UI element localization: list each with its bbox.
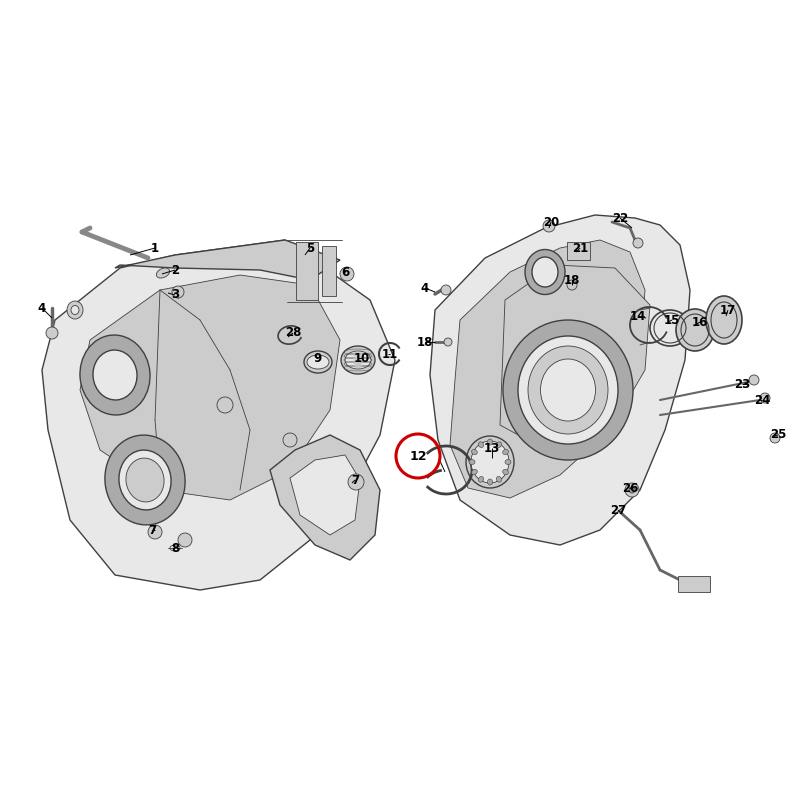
Ellipse shape xyxy=(471,441,509,483)
Ellipse shape xyxy=(345,351,371,369)
Ellipse shape xyxy=(156,268,170,278)
Ellipse shape xyxy=(496,477,502,482)
Text: 28: 28 xyxy=(285,326,301,339)
Ellipse shape xyxy=(528,346,608,434)
Text: 11: 11 xyxy=(382,347,398,361)
Text: 13: 13 xyxy=(484,442,500,454)
Circle shape xyxy=(441,285,451,295)
Text: 25: 25 xyxy=(770,429,786,442)
Text: 15: 15 xyxy=(664,314,680,326)
Text: 3: 3 xyxy=(171,289,179,302)
Ellipse shape xyxy=(487,439,493,445)
Ellipse shape xyxy=(466,436,514,488)
Circle shape xyxy=(283,433,297,447)
Ellipse shape xyxy=(105,435,185,525)
Ellipse shape xyxy=(532,257,558,287)
Text: 18: 18 xyxy=(417,335,433,349)
Ellipse shape xyxy=(341,346,375,374)
Circle shape xyxy=(543,220,555,232)
Text: 9: 9 xyxy=(314,351,322,365)
Polygon shape xyxy=(115,240,340,280)
Polygon shape xyxy=(500,265,650,455)
Ellipse shape xyxy=(119,450,171,510)
Text: 20: 20 xyxy=(543,215,559,229)
Text: 5: 5 xyxy=(306,242,314,254)
Circle shape xyxy=(217,397,233,413)
Ellipse shape xyxy=(706,296,742,344)
Ellipse shape xyxy=(307,355,329,369)
Text: 7: 7 xyxy=(351,474,359,486)
Polygon shape xyxy=(42,240,395,590)
Polygon shape xyxy=(678,576,710,592)
Circle shape xyxy=(444,338,452,346)
Ellipse shape xyxy=(126,458,164,502)
Text: 26: 26 xyxy=(622,482,638,494)
Ellipse shape xyxy=(676,309,714,351)
Ellipse shape xyxy=(518,336,618,444)
Ellipse shape xyxy=(80,335,150,415)
Ellipse shape xyxy=(503,320,633,460)
Text: 27: 27 xyxy=(610,503,626,517)
Text: 8: 8 xyxy=(171,542,179,554)
Polygon shape xyxy=(290,455,360,535)
Text: 24: 24 xyxy=(754,394,770,406)
Text: 22: 22 xyxy=(612,211,628,225)
Text: 14: 14 xyxy=(630,310,646,322)
Ellipse shape xyxy=(304,351,332,373)
Ellipse shape xyxy=(471,450,478,454)
Circle shape xyxy=(567,280,577,290)
Polygon shape xyxy=(296,242,318,300)
Ellipse shape xyxy=(478,442,484,447)
Circle shape xyxy=(148,525,162,539)
Text: 18: 18 xyxy=(564,274,580,286)
Circle shape xyxy=(629,487,635,493)
Text: 4: 4 xyxy=(421,282,429,294)
Ellipse shape xyxy=(67,301,83,319)
Ellipse shape xyxy=(505,459,511,465)
Text: 21: 21 xyxy=(572,242,588,254)
Ellipse shape xyxy=(525,250,565,294)
Text: 4: 4 xyxy=(38,302,46,314)
Circle shape xyxy=(348,474,364,490)
Polygon shape xyxy=(567,242,590,260)
Text: 16: 16 xyxy=(692,315,708,329)
Text: 7: 7 xyxy=(148,523,156,537)
Polygon shape xyxy=(80,275,340,500)
Text: 6: 6 xyxy=(341,266,349,278)
Text: 17: 17 xyxy=(720,303,736,317)
Text: 1: 1 xyxy=(151,242,159,254)
Ellipse shape xyxy=(496,442,502,447)
Circle shape xyxy=(633,238,643,248)
Ellipse shape xyxy=(469,459,475,465)
Polygon shape xyxy=(450,240,645,498)
Ellipse shape xyxy=(487,479,493,485)
Text: 23: 23 xyxy=(734,378,750,390)
Ellipse shape xyxy=(502,450,509,454)
Circle shape xyxy=(172,286,184,298)
Circle shape xyxy=(770,433,780,443)
Circle shape xyxy=(178,533,192,547)
Circle shape xyxy=(46,327,58,339)
Ellipse shape xyxy=(502,470,509,474)
Ellipse shape xyxy=(478,477,484,482)
Text: 12: 12 xyxy=(410,450,426,462)
Circle shape xyxy=(749,375,759,385)
Circle shape xyxy=(760,393,770,403)
Circle shape xyxy=(625,483,639,497)
Circle shape xyxy=(340,267,354,281)
Ellipse shape xyxy=(471,470,478,474)
Polygon shape xyxy=(270,435,380,560)
Polygon shape xyxy=(322,246,336,296)
Polygon shape xyxy=(430,215,690,545)
Ellipse shape xyxy=(541,359,595,421)
Ellipse shape xyxy=(93,350,137,400)
Text: 10: 10 xyxy=(354,351,370,365)
Ellipse shape xyxy=(71,306,79,314)
Text: 2: 2 xyxy=(171,263,179,277)
